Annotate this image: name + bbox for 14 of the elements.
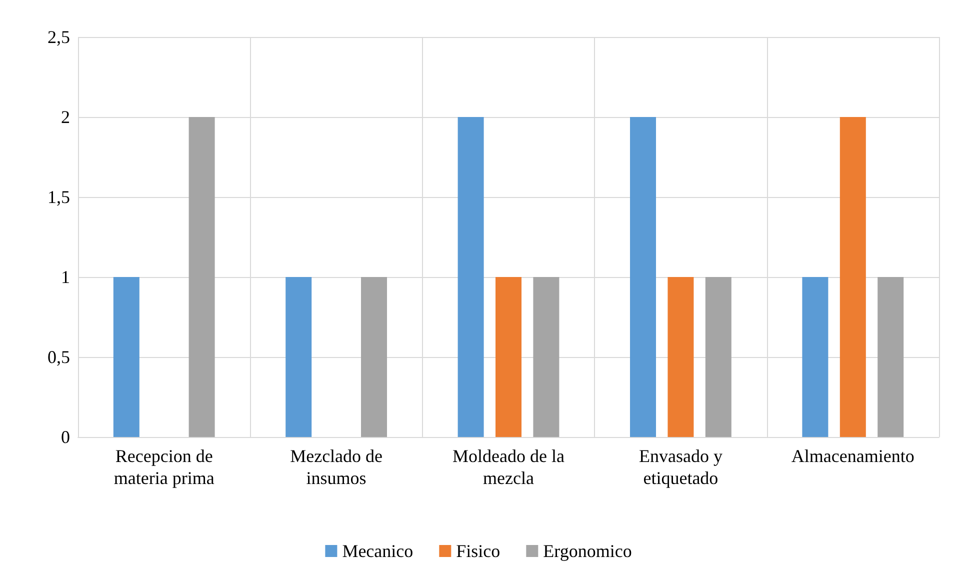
y-tick-label: 1	[61, 267, 70, 287]
y-tick-label: 0,5	[48, 347, 70, 367]
y-tick-label: 1,5	[48, 187, 70, 207]
x-tick-label: Moldeado de la mezcla	[452, 446, 564, 488]
legend-label: Fisico	[456, 541, 500, 561]
x-tick-label: Almacenamiento	[791, 446, 914, 466]
legend-label: Mecanico	[342, 541, 414, 561]
x-tick-label: Recepcion de materia prima	[114, 446, 214, 488]
y-tick-label: 2	[61, 107, 70, 127]
y-tick-label: 2,5	[48, 27, 70, 47]
legend-label: Ergonomico	[543, 541, 632, 561]
x-tick-label: Mezclado de insumos	[290, 446, 383, 488]
x-tick-label: Envasado y etiquetado	[638, 446, 722, 488]
y-tick-label: 0	[61, 427, 70, 447]
